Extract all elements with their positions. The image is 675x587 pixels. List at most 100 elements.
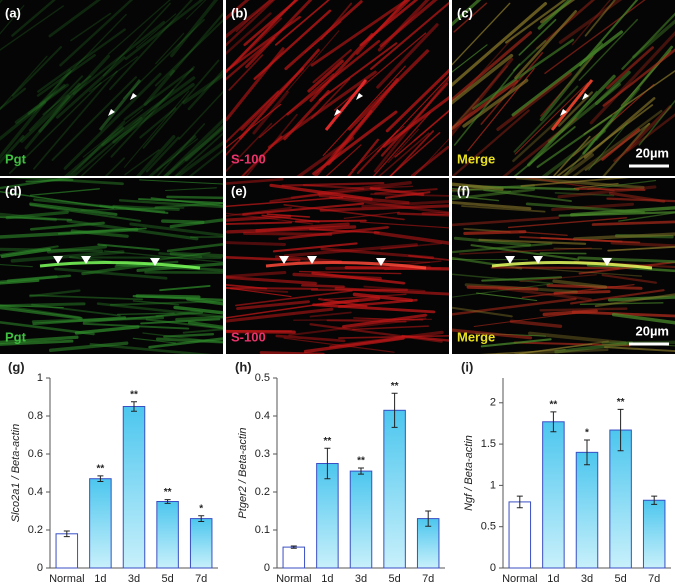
fiber (156, 123, 206, 176)
significance: ** (617, 397, 625, 408)
fiber (509, 319, 563, 328)
bar (189, 518, 213, 569)
fiber (303, 336, 405, 354)
fiber (33, 70, 118, 170)
fiber (452, 182, 504, 191)
fiber (396, 212, 449, 217)
fiber (226, 0, 250, 21)
fiber (312, 49, 352, 84)
fiber (520, 178, 630, 188)
fiber (187, 321, 223, 329)
fiber (325, 144, 362, 176)
fiber (578, 18, 638, 81)
fiber (0, 339, 74, 346)
fiber (124, 149, 160, 176)
x-tick-label: 5d (388, 573, 400, 585)
fiber (0, 274, 72, 284)
fiber (261, 214, 320, 223)
significance: ** (97, 463, 105, 474)
fiber (138, 198, 223, 204)
fiber (139, 179, 223, 185)
fiber (29, 294, 144, 301)
fiber (338, 334, 449, 339)
fiber (122, 18, 205, 100)
fiber (241, 135, 283, 176)
significance: ** (324, 436, 332, 447)
fiber (370, 185, 414, 189)
fiber (0, 190, 115, 209)
fiber (140, 318, 221, 325)
significance: ** (550, 400, 558, 411)
fiber (226, 241, 286, 246)
significance: ** (357, 456, 365, 467)
fiber (82, 108, 144, 158)
error-bar (391, 392, 398, 428)
stain-label: Merge (457, 151, 495, 166)
bar (122, 406, 146, 569)
fiber (163, 332, 215, 338)
fiber (603, 346, 675, 353)
fiber (602, 122, 651, 176)
bar (156, 501, 179, 569)
fiber (0, 178, 75, 190)
fiber (352, 292, 413, 303)
fiber (571, 0, 612, 46)
fiber (136, 135, 176, 176)
fiber (387, 129, 419, 163)
fiber (359, 0, 419, 47)
fiber (42, 75, 91, 116)
fiber (608, 191, 666, 203)
fiber (505, 0, 567, 44)
fiber (452, 2, 511, 66)
fiber (5, 210, 69, 220)
fiber (165, 187, 217, 192)
fiber (89, 342, 212, 354)
fiber (518, 18, 557, 56)
x-tick-label: 1d (94, 573, 106, 585)
x-tick-label: 3d (581, 573, 593, 585)
bright-fiber (39, 260, 201, 270)
fiber (309, 228, 380, 234)
fiber (527, 74, 616, 167)
bright-fiber (265, 260, 427, 270)
fiber (519, 236, 641, 244)
fiber (452, 98, 480, 131)
fiber (577, 256, 675, 264)
micrograph (452, 178, 675, 354)
fiber (110, 66, 195, 158)
y-tick-label: 0.5 (255, 372, 270, 384)
fiber (0, 335, 79, 345)
fiber (571, 310, 675, 318)
fiber (226, 287, 292, 298)
panel-label: (f) (457, 183, 470, 198)
fiber (0, 55, 48, 110)
fiber (283, 243, 418, 258)
fiber (20, 94, 71, 143)
fiber (226, 47, 285, 122)
fiber (539, 42, 604, 122)
fiber (226, 196, 344, 208)
fiber (135, 294, 201, 299)
fiber (513, 85, 579, 153)
fiber (24, 82, 81, 150)
fiber (29, 202, 118, 216)
fiber (606, 46, 654, 90)
fiber (480, 338, 552, 348)
y-tick-label: 0 (490, 562, 496, 574)
y-tick-label: 1 (490, 479, 496, 491)
bar (575, 451, 599, 569)
fiber (589, 31, 675, 125)
fiber (384, 191, 431, 199)
fiber (139, 107, 177, 139)
arrowhead (130, 93, 137, 100)
fiber (182, 73, 223, 105)
fiber (359, 221, 449, 229)
fiber (0, 245, 59, 257)
fiber (480, 52, 544, 125)
fiber (385, 68, 449, 133)
fiber (293, 318, 432, 321)
fiber (64, 126, 124, 176)
fiber (56, 56, 126, 119)
fiber (452, 0, 482, 27)
bar (542, 421, 565, 569)
